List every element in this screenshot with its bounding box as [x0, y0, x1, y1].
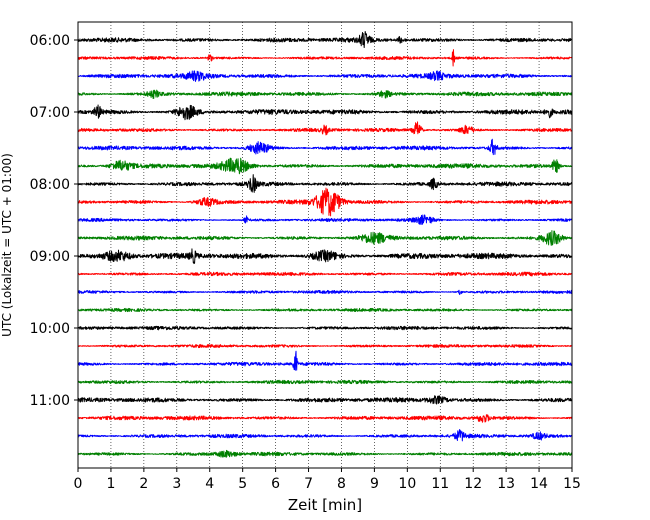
- x-tick-label: 12: [464, 476, 482, 492]
- x-tick-label: 6: [271, 476, 280, 492]
- x-tick-label: 14: [530, 476, 548, 492]
- y-tick-label: 11:00: [30, 393, 70, 409]
- x-tick-label: 2: [139, 476, 148, 492]
- plot-frame: [77, 21, 573, 469]
- trace-1115: [77, 414, 573, 423]
- trace-0945: [77, 307, 573, 313]
- trace-1030: [77, 350, 573, 371]
- trace-0630: [77, 70, 573, 82]
- trace-0900: [77, 248, 573, 265]
- trace-1100: [77, 395, 573, 405]
- x-tick-label: 13: [497, 476, 515, 492]
- y-tick-label: 09:00: [30, 249, 70, 265]
- grid-layer: [110, 22, 540, 468]
- trace-0700: [77, 104, 573, 121]
- trace-1130: [77, 429, 573, 442]
- y-axis: 06:00 07:00 08:00 09:00 10:00 11:00: [30, 33, 78, 409]
- trace-0915: [77, 271, 573, 277]
- trace-0645: [77, 89, 573, 99]
- trace-1000: [77, 325, 573, 331]
- x-tick-label: 5: [238, 476, 247, 492]
- y-tick-label: 06:00: [30, 33, 70, 49]
- x-tick-label: 4: [205, 476, 214, 492]
- x-tick-label: 8: [337, 476, 346, 492]
- x-tick-label: 9: [370, 476, 379, 492]
- y-tick-label: 08:00: [30, 177, 70, 193]
- trace-0830: [77, 214, 573, 225]
- x-tick-label: 3: [172, 476, 181, 492]
- trace-1045: [77, 379, 573, 385]
- trace-0615: [77, 49, 573, 67]
- y-axis-label: UTC (Lokalzeit = UTC + 01:00): [0, 153, 14, 337]
- x-axis: 0 1 2 3 4 5 6 7 8 9 10 11 12 13 14 15: [74, 468, 581, 492]
- y-tick-label: 07:00: [30, 105, 70, 121]
- trace-0800: [77, 174, 573, 193]
- x-tick-label: 1: [106, 476, 115, 492]
- trace-1015: [77, 343, 573, 349]
- x-tick-label: 11: [431, 476, 449, 492]
- trace-0845: [77, 230, 573, 246]
- x-tick-label: 0: [74, 476, 83, 492]
- trace-0815: [77, 187, 573, 217]
- trace-0715: [77, 121, 573, 136]
- trace-0730: [77, 138, 573, 156]
- y-tick-label: 10:00: [30, 321, 70, 337]
- trace-0930: [77, 289, 573, 296]
- x-axis-label: Zeit [min]: [288, 496, 362, 514]
- x-tick-label: 15: [563, 476, 581, 492]
- trace-0600: [77, 30, 573, 49]
- x-tick-label: 10: [398, 476, 416, 492]
- trace-layer: [77, 30, 573, 458]
- x-tick-label: 7: [304, 476, 313, 492]
- trace-0745: [77, 157, 573, 175]
- trace-1145: [77, 449, 573, 458]
